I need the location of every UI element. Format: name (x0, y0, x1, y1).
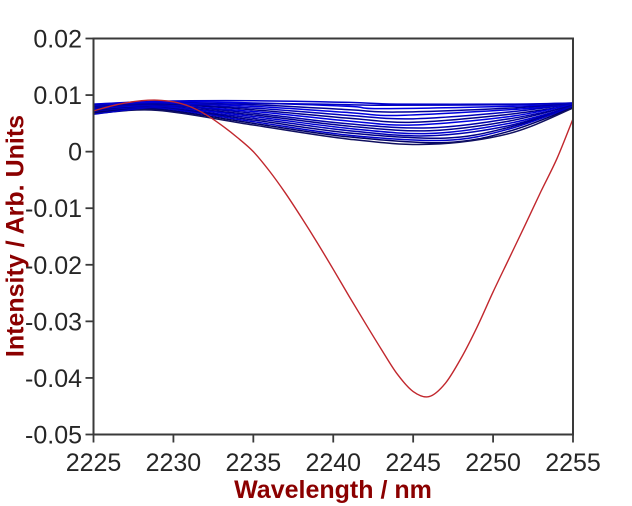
y-tick-label: -0.05 (25, 422, 82, 450)
x-tick-label: 2245 (385, 449, 441, 477)
trace-06 (92, 103, 574, 124)
y-tick-label: -0.01 (25, 195, 82, 223)
bleach-band-curve (92, 99, 574, 398)
y-tick-label: -0.03 (25, 308, 82, 336)
x-tick-label: 2225 (66, 449, 122, 477)
y-tick-label: 0.02 (33, 26, 82, 54)
trace-04 (92, 102, 574, 117)
series-group (92, 99, 574, 398)
x-tick-label: 2255 (545, 449, 601, 477)
x-tick-label: 2240 (305, 449, 361, 477)
trace-13 (92, 105, 574, 142)
x-tick-label: 2230 (146, 449, 202, 477)
x-axis-title: Wavelength / nm (234, 476, 432, 504)
y-tick-label: -0.04 (25, 365, 82, 393)
trace-16 (92, 102, 574, 116)
y-tick-label: 0.01 (33, 82, 82, 110)
trace-15 (92, 107, 574, 146)
y-axis-title: Intensity / Arb. Units (1, 114, 30, 358)
x-tick-label: 2235 (226, 449, 282, 477)
trace-14 (92, 106, 574, 144)
y-tick-label: -0.02 (25, 252, 82, 280)
trace-02 (92, 101, 574, 110)
y-tick-label: 0 (68, 139, 82, 167)
plot-border (92, 37, 574, 436)
trace-08 (92, 104, 574, 129)
x-tick-label: 2250 (465, 449, 521, 477)
